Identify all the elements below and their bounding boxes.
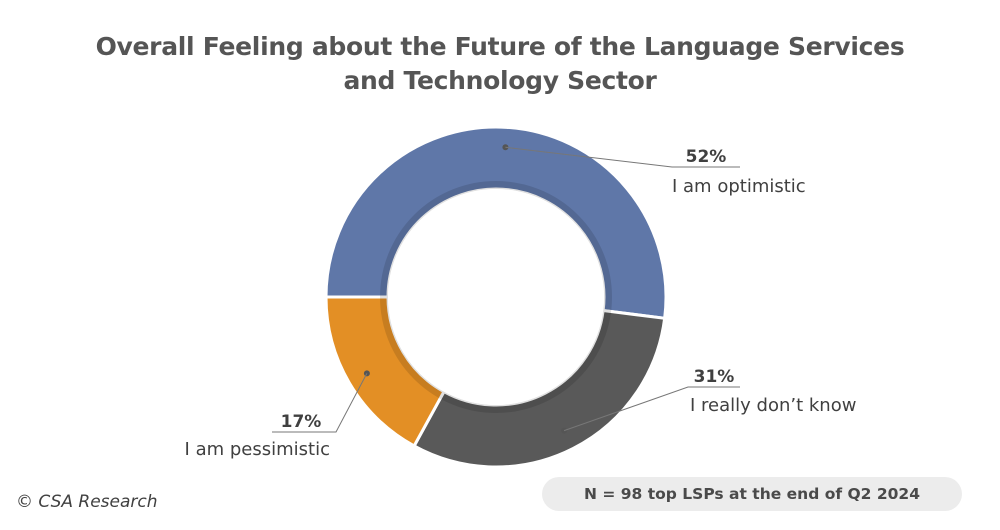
data-label-name-i-am-pessimistic: I am pessimistic bbox=[185, 439, 330, 460]
data-label-name-i-am-optimistic: I am optimistic bbox=[672, 176, 806, 197]
leader-line-i-really-don-t-know bbox=[563, 386, 740, 432]
chart-title-line-2: and Technology Sector bbox=[343, 66, 657, 95]
data-label-name-i-really-don-t-know: I really don’t know bbox=[690, 395, 856, 416]
donut-depth-ring bbox=[380, 181, 612, 413]
data-label-percent-i-am-optimistic: 52% bbox=[686, 147, 727, 167]
copyright-credit: © CSA Research bbox=[16, 492, 158, 512]
chart-title: Overall Feeling about the Future of the … bbox=[0, 30, 1000, 98]
sample-size-note: N = 98 top LSPs at the end of Q2 2024 bbox=[542, 477, 962, 511]
donut-hole bbox=[388, 189, 604, 405]
leader-line-i-am-optimistic bbox=[505, 146, 740, 168]
leader-line-i-am-pessimistic bbox=[272, 373, 368, 433]
data-label-percent-i-am-pessimistic: 17% bbox=[281, 412, 322, 432]
chart-title-line-1: Overall Feeling about the Future of the … bbox=[95, 32, 905, 61]
data-label-percent-i-really-don-t-know: 31% bbox=[694, 367, 735, 387]
